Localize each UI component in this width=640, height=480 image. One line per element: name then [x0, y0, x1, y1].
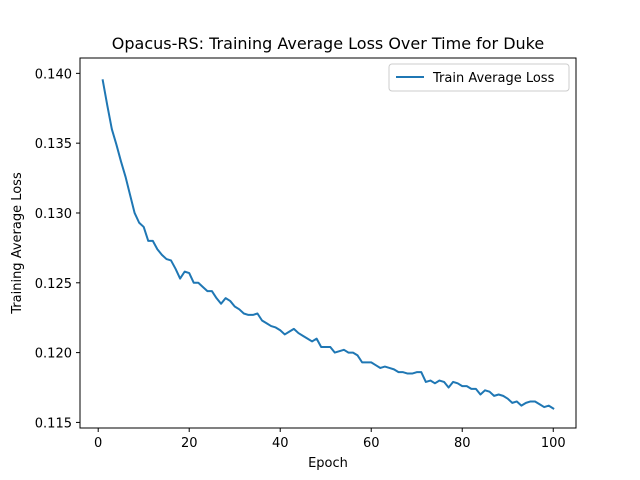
y-tick-label: 0.140	[35, 67, 72, 82]
x-tick-label: 0	[94, 436, 102, 451]
y-axis-label: Training Average Loss	[10, 172, 25, 315]
series-line-0	[101, 79, 555, 410]
y-tick-label: 0.135	[35, 137, 72, 152]
chart-title: Opacus-RS: Training Average Loss Over Ti…	[112, 34, 544, 53]
series-layer	[101, 79, 555, 410]
y-tick-label: 0.120	[35, 347, 72, 362]
x-axis-label: Epoch	[308, 456, 348, 471]
plot-frame	[79, 57, 577, 429]
x-axis: 0 20 40 60 80 100	[94, 428, 566, 451]
x-tick-label: 80	[454, 436, 471, 451]
y-tick-label: 0.125	[35, 277, 72, 292]
plot-area	[79, 57, 577, 429]
y-tick-label: 0.115	[35, 416, 72, 431]
x-tick-label: 60	[363, 436, 380, 451]
legend-label: Train Average Loss	[432, 71, 555, 86]
legend-box	[388, 63, 570, 92]
y-axis: 0.115 0.120 0.125 0.130 0.135 0.140	[35, 67, 80, 431]
y-tick-label: 0.130	[35, 207, 72, 222]
x-tick-label: 40	[272, 436, 289, 451]
x-tick-label: 20	[181, 436, 198, 451]
x-tick-label: 100	[541, 436, 566, 451]
legend: Train Average Loss	[388, 63, 570, 92]
